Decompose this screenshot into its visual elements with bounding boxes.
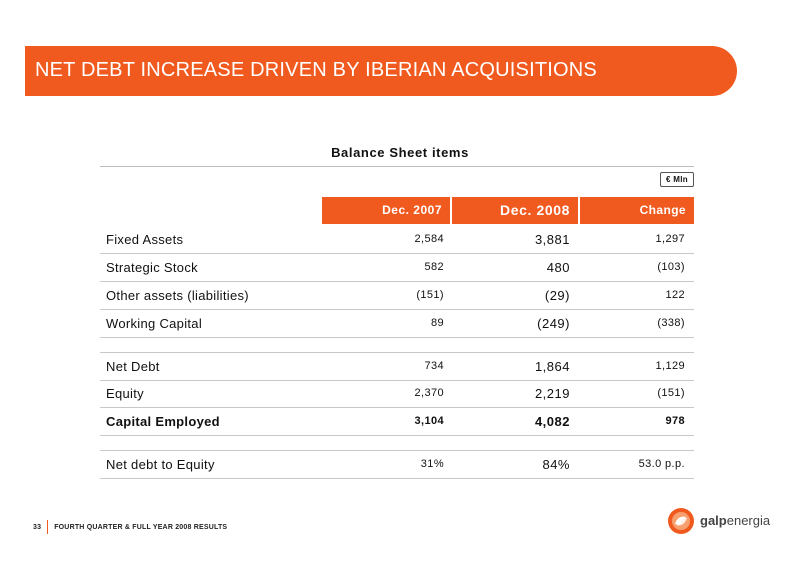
heading-divider [100,166,694,167]
row-label: Strategic Stock [106,260,198,275]
page-number: 33 [33,523,42,531]
table-heading: Balance Sheet items [331,145,469,160]
table-row: Fixed Assets 2,584 3,881 1,297 [100,226,694,254]
footer-text: FOURTH QUARTER & FULL YEAR 2008 RESULTS [54,523,228,531]
value-dec-2007: 31% [420,458,444,470]
title-banner: NET DEBT INCREASE DRIVEN BY IBERIAN ACQU… [25,46,737,96]
row-label: Capital Employed [106,414,220,429]
value-dec-2008: 1,864 [534,359,570,374]
value-change: 1,297 [655,233,685,245]
value-dec-2007: 3,104 [414,415,444,427]
value-change: 53.0 p.p. [638,458,685,470]
logo-wordmark: galpenergia [700,513,771,528]
value-dec-2007: 89 [430,317,444,329]
slide-title: NET DEBT INCREASE DRIVEN BY IBERIAN ACQU… [35,59,597,81]
table-row: Working Capital 89 (249) (338) [100,310,694,338]
row-label: Net Debt [106,359,160,374]
table-row: Other assets (liabilities) (151) (29) 12… [100,282,694,310]
row-label: Equity [106,386,144,401]
value-change: (151) [657,387,685,399]
column-header-change: Change [580,197,694,224]
table-row: Strategic Stock 582 480 (103) [100,254,694,282]
galp-logo-icon [668,508,694,534]
value-dec-2007: 2,584 [414,233,444,245]
footer-divider [47,520,49,534]
value-dec-2008: 84% [542,457,570,472]
value-dec-2008: 2,219 [534,386,570,401]
table-row: Equity 2,370 2,219 (151) [100,380,694,408]
value-dec-2008: (249) [537,316,570,331]
value-dec-2007: 582 [424,261,444,273]
row-label: Fixed Assets [106,232,184,247]
table-row: Net debt to Equity 31% 84% 53.0 p.p. [100,450,694,479]
value-dec-2007: 2,370 [414,387,444,399]
value-change: 122 [665,289,685,301]
row-label: Net debt to Equity [106,457,215,472]
value-dec-2007: (151) [416,289,444,301]
value-dec-2008: (29) [544,288,570,303]
table-row: Net Debt 734 1,864 1,129 [100,352,694,381]
value-dec-2008: 4,082 [534,414,570,429]
value-change: 1,129 [655,360,685,372]
column-header-dec-2008: Dec. 2008 [452,197,578,224]
value-change: 978 [665,415,685,427]
row-label: Working Capital [106,316,203,331]
value-change: (338) [657,317,685,329]
column-header-dec-2007: Dec. 2007 [322,197,450,224]
value-change: (103) [657,261,685,273]
value-dec-2008: 480 [546,260,570,275]
value-dec-2007: 734 [424,360,444,372]
row-label: Other assets (liabilities) [106,288,249,303]
unit-badge: € Mln [660,172,694,187]
footer: 33 FOURTH QUARTER & FULL YEAR 2008 RESULT… [33,520,227,534]
table-row-total: Capital Employed 3,104 4,082 978 [100,408,694,436]
galp-logo: galpenergia [666,506,776,536]
value-dec-2008: 3,881 [534,232,570,247]
